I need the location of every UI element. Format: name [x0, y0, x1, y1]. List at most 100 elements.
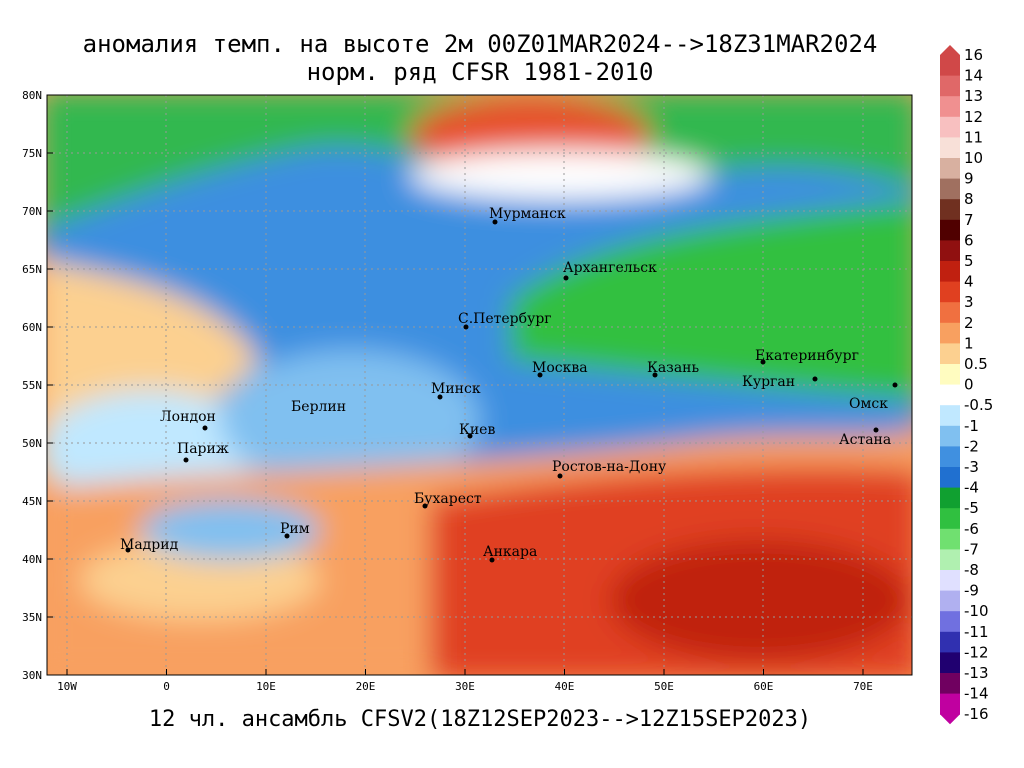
colorbar-label: 16 [964, 46, 983, 64]
subtitle: норм. ряд CFSR 1981-2010 [307, 58, 654, 86]
colorbar-label: 11 [964, 128, 983, 146]
city-label: Лондон [160, 409, 216, 425]
city-dot [760, 359, 766, 365]
colorbar-label: -9 [964, 582, 979, 600]
lat-label: 65N [22, 263, 42, 276]
city-dot [437, 394, 443, 400]
colorbar-swatch [940, 55, 960, 77]
colorbar-label: -11 [964, 623, 989, 641]
colorbar-swatch [940, 96, 960, 118]
city-label: С.Петербург [458, 311, 552, 327]
colorbar-label: 10 [964, 149, 983, 167]
colorbar-label: -12 [964, 643, 989, 661]
colorbar-swatch [940, 467, 960, 489]
colorbar-label: 9 [964, 170, 974, 188]
city-dot [537, 372, 543, 378]
colorbar-label: 3 [964, 293, 974, 311]
colorbar-label: 14 [964, 67, 983, 85]
colorbar-swatch [940, 75, 960, 97]
colorbar-label: -14 [964, 685, 989, 703]
colorbar-label: -6 [964, 520, 979, 538]
city-label: Ростов-на-Дону [552, 459, 667, 475]
colorbar-swatch [940, 281, 960, 303]
lon-label: 10E [256, 680, 276, 693]
colorbar-label: -1 [964, 417, 979, 435]
lon-label: 40E [555, 680, 575, 693]
lat-label: 35N [22, 611, 42, 624]
lat-label: 45N [22, 495, 42, 508]
colorbar-swatch [940, 158, 960, 180]
colorbar-swatch [940, 199, 960, 221]
colorbar-arrow-bottom [940, 714, 960, 725]
cities: Мурманск Архангельск С.Петербург Москва Каза… [120, 206, 898, 563]
colorbar-swatch [940, 570, 960, 592]
colorbar-swatch [940, 528, 960, 550]
city-dot [652, 372, 658, 378]
city-dot [183, 457, 189, 463]
graticule [47, 95, 912, 675]
colorbar-swatch [940, 322, 960, 344]
colorbar-swatch [940, 693, 960, 715]
city-label: Берлин [291, 399, 346, 415]
colorbar-swatch [940, 611, 960, 633]
colorbar-label: -13 [964, 664, 989, 682]
city-dot [892, 382, 898, 388]
colorbar-label: 4 [964, 273, 974, 291]
city-label: Екатеринбург [755, 348, 859, 364]
colorbar-label: -0.5 [964, 396, 993, 414]
colorbar: 16 14 13 12 11 10 9 8 7 6 5 4 3 2 1 0.5 0 -0.5 -1 -2 -3 -4 -5 -… [940, 45, 993, 725]
colorbar-label: 6 [964, 231, 974, 249]
lat-label: 75N [22, 147, 42, 160]
city-label: Москва [532, 360, 588, 376]
lat-label: 30N [22, 669, 42, 682]
city-dot [467, 433, 473, 439]
city-dot [492, 219, 498, 225]
city-dot [422, 503, 428, 509]
lon-label: 20E [356, 680, 376, 693]
colorbar-swatch [940, 219, 960, 241]
lat-ticks: 80N 75N 70N 65N 60N 55N 50N 45N 40N 35N 30N [22, 89, 53, 682]
city-label: Омск [849, 396, 888, 412]
lat-label: 70N [22, 205, 42, 218]
colorbar-label: -3 [964, 458, 979, 476]
lat-label: 60N [22, 321, 42, 334]
colorbar-swatch [940, 137, 960, 159]
colorbar-label: -2 [964, 437, 979, 455]
city-dot [284, 533, 290, 539]
city-dot [463, 324, 469, 330]
colorbar-label: 0.5 [964, 355, 988, 373]
city-label: Астана [839, 432, 891, 448]
city-label: Минск [431, 381, 481, 397]
city-label: Рим [280, 521, 310, 537]
colorbar-label: -16 [964, 705, 989, 723]
colorbar-label: -10 [964, 602, 989, 620]
city-label: Архангельск [563, 260, 657, 276]
lon-label: 60E [754, 680, 774, 693]
colorbar-swatch [940, 178, 960, 200]
colorbar-label: -8 [964, 561, 979, 579]
city-dot [489, 557, 495, 563]
lat-label: 80N [22, 89, 42, 102]
city-dot [202, 425, 208, 431]
city-label: Курган [742, 374, 795, 390]
colorbar-swatch [940, 405, 960, 427]
colorbar-swatch [940, 508, 960, 530]
city-dot [873, 427, 879, 433]
colorbar-label: 1 [964, 334, 974, 352]
colorbar-swatch [940, 549, 960, 571]
colorbar-swatch [940, 302, 960, 324]
colorbar-label: 8 [964, 190, 974, 208]
city-label: Анкара [483, 544, 537, 560]
lon-label: 50E [654, 680, 674, 693]
colorbar-swatch [940, 631, 960, 653]
colorbar-swatch [940, 116, 960, 138]
colorbar-label: -5 [964, 499, 979, 517]
colorbar-swatch [940, 652, 960, 674]
city-dot [125, 547, 131, 553]
city-label: Мадрид [120, 537, 179, 553]
lon-label: 30E [455, 680, 475, 693]
colorbar-label: -7 [964, 540, 979, 558]
colorbar-label: 12 [964, 108, 983, 126]
city-label: Бухарест [414, 491, 482, 507]
colorbar-label: 5 [964, 252, 974, 270]
